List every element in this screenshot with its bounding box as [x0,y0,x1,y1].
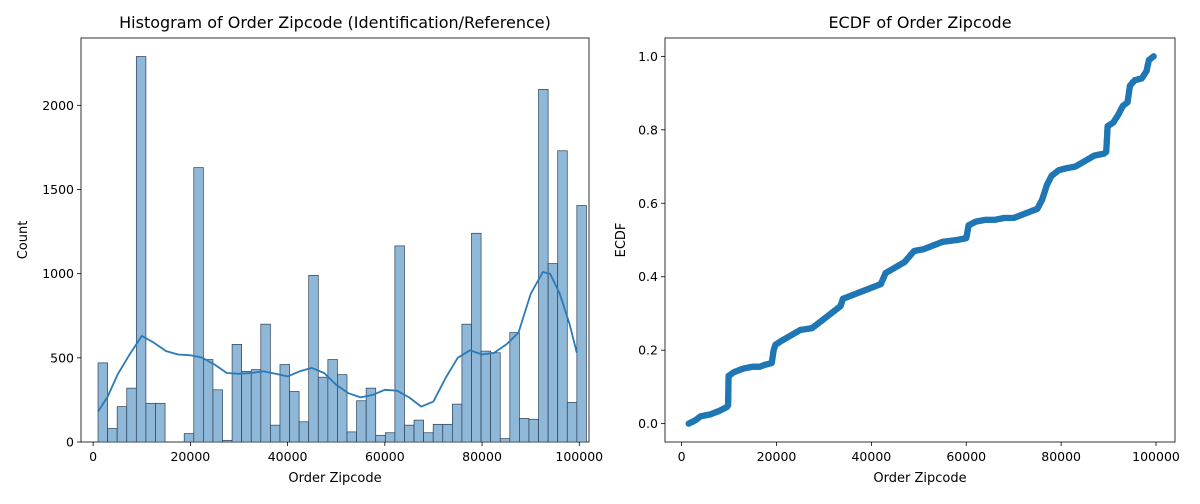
histogram-bar [337,374,348,443]
histogram-bar [509,332,520,443]
ecdf-x-tick-label: 20000 [757,449,797,464]
histogram-bar [116,406,128,443]
histogram-x-tick-label: 100000 [555,449,603,464]
histogram-bar [519,418,530,443]
histogram-bar [490,352,501,443]
histogram-x-tick-label: 20000 [170,449,210,464]
histogram-bar [145,402,156,443]
histogram-bar [155,402,166,443]
histogram-bar [193,167,204,443]
histogram-bar [203,359,214,443]
histogram-bar [317,376,329,443]
histogram-bar [471,232,482,443]
histogram-x-tick-label: 0 [89,449,97,464]
histogram-bar [538,88,549,443]
histogram-y-tick-label: 0 [66,435,74,450]
ecdf-y-tick-label: 0.2 [638,343,658,358]
histogram-bar [394,245,405,443]
ecdf-y-tick-label: 0.8 [638,122,658,137]
ecdf-x-axis-label: Order Zipcode [873,471,966,486]
histogram-title: Histogram of Order Zipcode (Identificati… [119,13,551,32]
histogram-x-tick-label: 40000 [268,449,308,464]
histogram-bar [183,433,195,443]
ecdf-x-tick-label: 60000 [946,449,986,464]
histogram-x-axis-label: Order Zipcode [288,471,381,486]
histogram-bar [289,391,300,443]
histogram-bar [241,370,252,443]
histogram-bar [231,344,243,443]
kde-curve [97,271,578,413]
histogram-bar [480,350,492,443]
histogram-y-tick-label: 2000 [42,98,74,113]
histogram-y-tick-label: 500 [50,350,74,365]
ecdf-plot-frame [664,37,1176,443]
ecdf-y-tick-label: 1.0 [638,49,658,64]
histogram-bar [250,369,262,443]
histogram-y-axis-label: Count [16,221,31,260]
histogram-bar [308,275,319,443]
histogram-bar [126,387,137,443]
histogram-bar [97,362,108,443]
histogram-bar [260,323,271,443]
histogram-bar [365,387,377,443]
histogram-bar [452,403,463,443]
histogram-bar [557,150,568,443]
ecdf-title: ECDF of Order Zipcode [828,13,1011,32]
histogram-bar [346,431,357,443]
ecdf-y-tick-label: 0.6 [638,196,658,211]
histogram-x-tick-label: 80000 [462,449,502,464]
histogram-y-tick-label: 1000 [42,266,74,281]
histogram-bar [528,418,539,443]
histogram-bar [423,432,434,443]
ecdf-y-tick-label: 0.4 [638,269,658,284]
histogram-bar [442,423,453,443]
histogram-bar [356,400,367,443]
histogram-bar [461,323,472,443]
histogram-bar [404,424,415,443]
histogram-bar [413,419,424,443]
ecdf-chart: ECDF of Order Zipcode Order Zipcode ECDF… [614,13,1180,486]
histogram-bar [298,421,310,443]
ecdf-x-tick-label: 0 [678,449,686,464]
histogram-bar [576,205,587,443]
histogram-chart: Histogram of Order Zipcode (Identificati… [16,13,603,486]
histogram-bar [566,402,578,443]
ecdf-y-tick-label: 0.0 [638,416,658,431]
histogram-bar [222,439,233,443]
histogram-bar [212,389,223,443]
histogram-bar [547,263,559,443]
histogram-bar [384,432,396,443]
histogram-x-tick-label: 60000 [365,449,405,464]
histogram-bar [135,56,147,443]
histogram-bar [375,434,386,443]
ecdf-x-tick-label: 80000 [1041,449,1081,464]
ecdf-x-tick-label: 100000 [1132,449,1180,464]
ecdf-y-axis-label: ECDF [614,223,629,258]
histogram-y-tick-label: 1500 [42,182,74,197]
histogram-bar [432,423,444,443]
histogram-bar [499,438,511,443]
histogram-bar [327,359,338,443]
ecdf-point [1150,53,1157,60]
ecdf-x-tick-label: 40000 [851,449,891,464]
histogram-bar [107,428,118,443]
histogram-bar [270,424,281,443]
